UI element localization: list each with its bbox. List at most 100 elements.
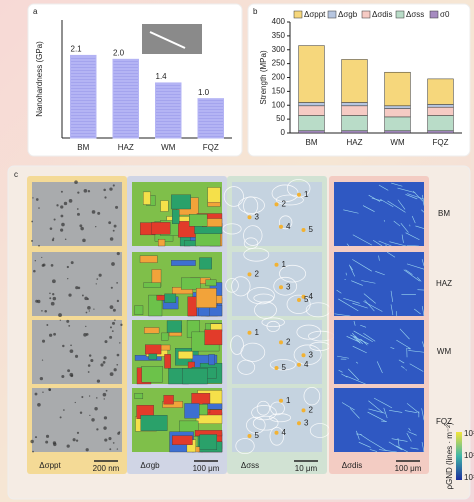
column-label: Δσppt xyxy=(39,461,61,470)
precipitate xyxy=(49,297,52,300)
precipitate xyxy=(37,402,41,407)
precipitate xyxy=(74,354,79,358)
boundary xyxy=(388,441,402,450)
boundary xyxy=(385,244,387,247)
boundary xyxy=(407,193,425,200)
y-tick-label: 250 xyxy=(272,59,286,68)
x-tick-label: WM xyxy=(390,138,405,147)
y-tick-label: 350 xyxy=(272,31,286,40)
micrograph-bg xyxy=(32,320,122,384)
point-label: 1 xyxy=(286,396,291,405)
precipitate xyxy=(102,392,107,397)
micrograph-bg xyxy=(232,252,322,316)
precipitate xyxy=(111,262,115,266)
grain xyxy=(199,257,212,270)
precipitate xyxy=(97,211,101,215)
boundary xyxy=(372,239,383,247)
boundary xyxy=(346,243,350,247)
precipitate xyxy=(62,344,65,348)
bar-segment xyxy=(427,106,454,116)
boundary xyxy=(352,259,372,272)
precipitate xyxy=(74,401,76,404)
colorbar-tick: 10¹⁴ xyxy=(464,451,474,460)
measure-point xyxy=(247,330,252,335)
point-label: 1 xyxy=(255,328,260,337)
legend-label: Δσss xyxy=(406,10,424,19)
point-label: 4 xyxy=(282,428,287,437)
precipitate xyxy=(48,333,53,337)
boundary xyxy=(373,397,393,409)
measure-point xyxy=(301,228,306,232)
precipitate xyxy=(88,354,92,357)
boundary xyxy=(386,251,396,258)
boundary xyxy=(363,301,383,312)
boundary xyxy=(383,407,388,419)
micrograph xyxy=(230,317,335,384)
grain xyxy=(161,332,169,341)
value-label: 2.0 xyxy=(113,48,125,57)
boundary xyxy=(397,446,408,453)
precipitate xyxy=(50,264,54,267)
measure-point xyxy=(301,294,306,299)
grain xyxy=(187,296,198,317)
measure-point xyxy=(297,192,301,197)
y-tick-label: 0 xyxy=(281,128,286,137)
boundary xyxy=(358,441,371,448)
grain xyxy=(158,239,166,247)
boundary xyxy=(411,215,416,224)
cell xyxy=(246,416,266,434)
y-tick-label: 100 xyxy=(272,100,286,109)
precipitate xyxy=(77,191,80,194)
boundary xyxy=(346,375,366,385)
legend-label: Δσgb xyxy=(338,10,358,19)
boundary xyxy=(360,338,368,346)
precipitate xyxy=(52,296,57,301)
bar xyxy=(155,82,182,139)
precipitate xyxy=(109,237,114,241)
point-label: 3 xyxy=(304,418,309,427)
grain xyxy=(164,354,171,369)
boundary xyxy=(390,304,394,316)
value-label: 1.0 xyxy=(198,88,210,97)
boundary xyxy=(387,200,406,213)
boundary xyxy=(379,449,397,453)
cell xyxy=(225,278,239,293)
grain xyxy=(141,366,163,383)
precipitate xyxy=(83,333,87,337)
boundary xyxy=(406,263,425,270)
boundary xyxy=(391,182,403,187)
micrograph xyxy=(334,320,425,385)
cell xyxy=(246,287,275,305)
precipitate xyxy=(67,369,71,373)
precipitate xyxy=(68,199,73,203)
boundary xyxy=(370,440,387,452)
boundary xyxy=(404,410,417,413)
grain xyxy=(205,279,217,287)
cell xyxy=(286,179,311,198)
grain xyxy=(164,293,177,303)
bar-segment xyxy=(298,105,325,116)
boundary xyxy=(347,368,359,381)
micrograph-bg xyxy=(334,388,424,452)
precipitate xyxy=(112,308,116,312)
boundary xyxy=(405,369,407,371)
grain xyxy=(184,403,200,419)
measure-point xyxy=(274,262,279,267)
cell xyxy=(240,342,266,362)
boundary xyxy=(353,336,361,344)
panel-label: b xyxy=(253,7,258,16)
precipitate xyxy=(41,310,43,312)
bar xyxy=(112,58,139,139)
bar-segment xyxy=(298,115,325,132)
boundary xyxy=(397,187,416,194)
grain xyxy=(171,260,196,266)
point-label: 2 xyxy=(309,406,314,415)
bar-segment xyxy=(427,78,454,105)
measure-point xyxy=(297,362,301,367)
bar-segment xyxy=(298,102,325,107)
precipitate xyxy=(120,323,123,326)
y-tick-label: 400 xyxy=(272,17,286,26)
precipitate xyxy=(109,448,112,451)
measure-point xyxy=(247,215,252,220)
boundary xyxy=(401,234,404,243)
